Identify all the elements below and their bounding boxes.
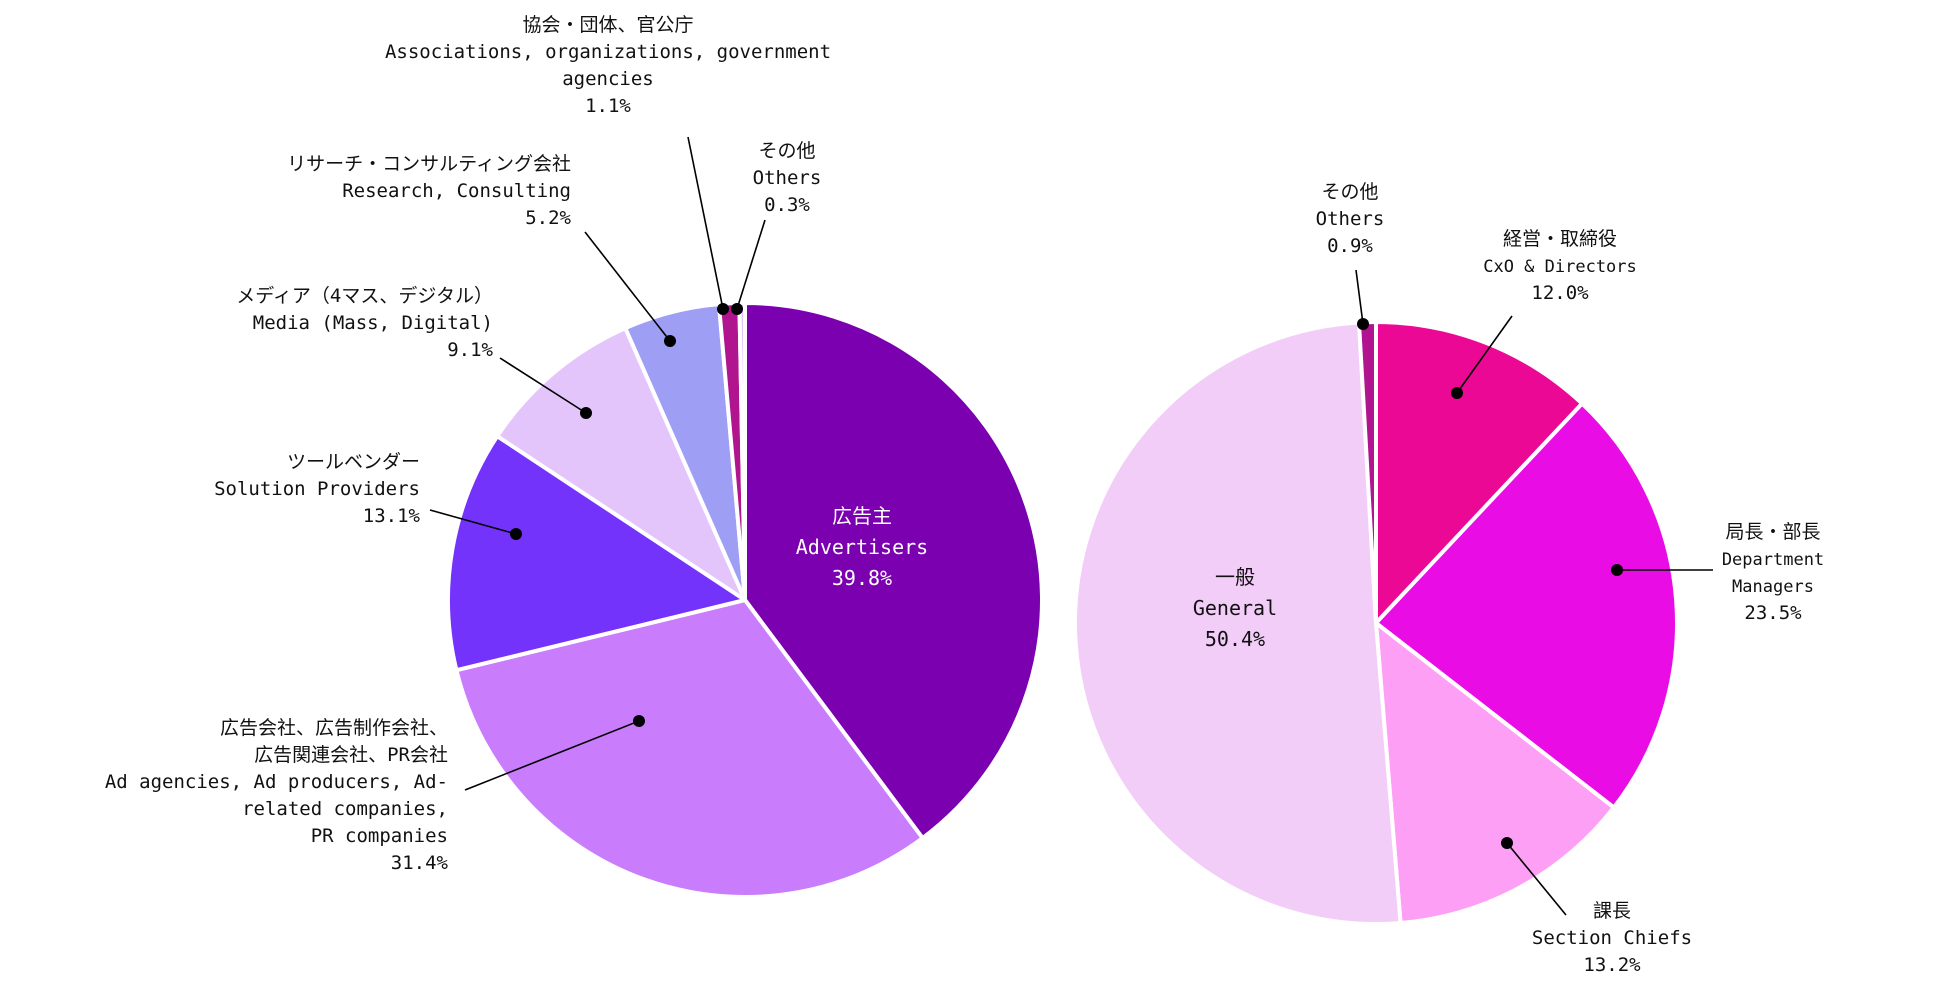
slice-label-en: Others (1316, 208, 1385, 230)
slice-label-ja: 局長・部長 (1725, 521, 1820, 543)
pie-chart-respondent-industry (446, 301, 1044, 899)
pie-slice-position-0 (1374, 320, 1585, 625)
slice-label-industry-5: 協会・団体、官公庁 Associations, organizations, go… (385, 14, 831, 315)
slice-percent: 0.9% (1327, 235, 1373, 257)
leader-dot (510, 528, 522, 540)
slice-percent: 5.2% (525, 207, 571, 229)
slice-label-ja: 広告関連会社、PR会社 (254, 744, 448, 766)
leader-dot (1451, 387, 1463, 399)
leader-line (1506, 842, 1567, 916)
slice-percent: 12.0% (1531, 282, 1589, 304)
slice-label-en: Media (Mass, Digital) (253, 312, 493, 334)
leader-line (736, 219, 766, 310)
slice-label-industry-2: ツールベンダー Solution Providers 13.1% (214, 451, 522, 540)
slice-label-ja: 広告会社、広告制作会社、 (220, 717, 448, 739)
leader-line (1456, 315, 1513, 394)
slice-label-ja: 協会・団体、官公庁 (522, 14, 693, 36)
pie-slice-position-1 (1374, 401, 1679, 810)
slice-label-ja: 広告主 (832, 504, 892, 528)
slice-percent: 50.4% (1205, 627, 1265, 651)
leader-line (499, 357, 587, 414)
slice-label-en: CxO & Directors (1483, 257, 1637, 277)
slice-percent: 39.8% (832, 566, 892, 590)
leader-line (687, 136, 724, 310)
leader-dot (717, 303, 729, 315)
slice-label-ja: メディア（4マス、デジタル） (236, 285, 493, 307)
slice-label-ja: 一般 (1215, 565, 1255, 589)
slice-label-industry-6: その他 Others 0.3% (731, 140, 821, 315)
slice-label-en: agencies (562, 68, 654, 90)
slice-label-ja: リサーチ・コンサルティング会社 (287, 153, 571, 175)
slice-label-position-2: 課長 Section Chiefs 13.2% (1501, 837, 1692, 976)
pie-slice-position-3 (1073, 320, 1403, 926)
slice-label-en: Associations, organizations, government (385, 41, 831, 63)
leader-dot (580, 407, 592, 419)
pie-chart-respondent-position (1073, 320, 1679, 926)
leader-dot (1501, 837, 1513, 849)
slice-percent: 0.3% (764, 194, 810, 216)
leader-dot (633, 715, 645, 727)
pie-slice-position-2 (1374, 621, 1616, 925)
pie-slice-industry-1 (454, 598, 925, 899)
slice-percent: 13.1% (363, 505, 421, 527)
slice-label-position-1: 局長・部長 Department Managers 23.5% (1611, 521, 1824, 624)
slice-label-en: PR companies (311, 825, 448, 847)
pie-slice-industry-2 (446, 434, 747, 673)
leader-dot (1611, 564, 1623, 576)
leader-line (584, 231, 671, 342)
slice-label-industry-0: 広告主 Advertisers 39.8% (796, 504, 928, 590)
slice-percent: 23.5% (1744, 602, 1802, 624)
leader-dot (731, 303, 743, 315)
slice-percent: 9.1% (447, 339, 493, 361)
slice-label-ja: その他 (1321, 181, 1378, 203)
slice-label-en: Others (753, 167, 822, 189)
leader-line (1355, 269, 1364, 325)
slice-label-en: Advertisers (796, 535, 928, 559)
leader-line (464, 720, 640, 791)
slice-label-en: Research, Consulting (342, 180, 571, 202)
slice-label-en: Section Chiefs (1532, 927, 1692, 949)
slice-label-industry-1: 広告会社、広告制作会社、広告関連会社、PR会社 Ad agencies, Ad p… (105, 715, 645, 874)
slice-label-en: Department (1722, 550, 1824, 570)
pie-slice-industry-0 (743, 301, 1044, 841)
slice-label-ja: 経営・取締役 (1503, 228, 1617, 250)
slice-percent: 1.1% (585, 95, 631, 117)
slice-label-ja: その他 (758, 140, 815, 162)
slice-label-industry-4: リサーチ・コンサルティング会社 Research, Consulting 5.2% (287, 153, 676, 347)
slice-percent: 31.4% (391, 852, 449, 874)
slice-label-en: General (1193, 596, 1277, 620)
leader-dot (664, 335, 676, 347)
slice-label-en: Solution Providers (214, 478, 420, 500)
slice-labels: 広告主 Advertisers 39.8% 広告会社、広告制作会社、広告関連会社、PR… (105, 14, 1824, 976)
leader-line (429, 509, 517, 535)
slice-percent: 13.2% (1583, 954, 1641, 976)
slice-label-position-0: 経営・取締役 CxO & Directors 12.0% (1451, 228, 1637, 399)
slice-label-en: related companies, (242, 798, 448, 820)
slice-label-industry-3: メディア（4マス、デジタル） Media (Mass, Digital) 9.1% (236, 285, 592, 419)
slice-label-en: Ad agencies, Ad producers, Ad- (105, 771, 448, 793)
slice-label-ja: 課長 (1593, 900, 1631, 922)
slice-label-position-4: その他 Others 0.9% (1316, 181, 1385, 330)
slice-label-position-3: 一般 General 50.4% (1193, 565, 1277, 651)
slice-label-en: Managers (1732, 577, 1814, 597)
leader-dot (1357, 318, 1369, 330)
slice-label-ja: ツールベンダー (287, 451, 420, 473)
